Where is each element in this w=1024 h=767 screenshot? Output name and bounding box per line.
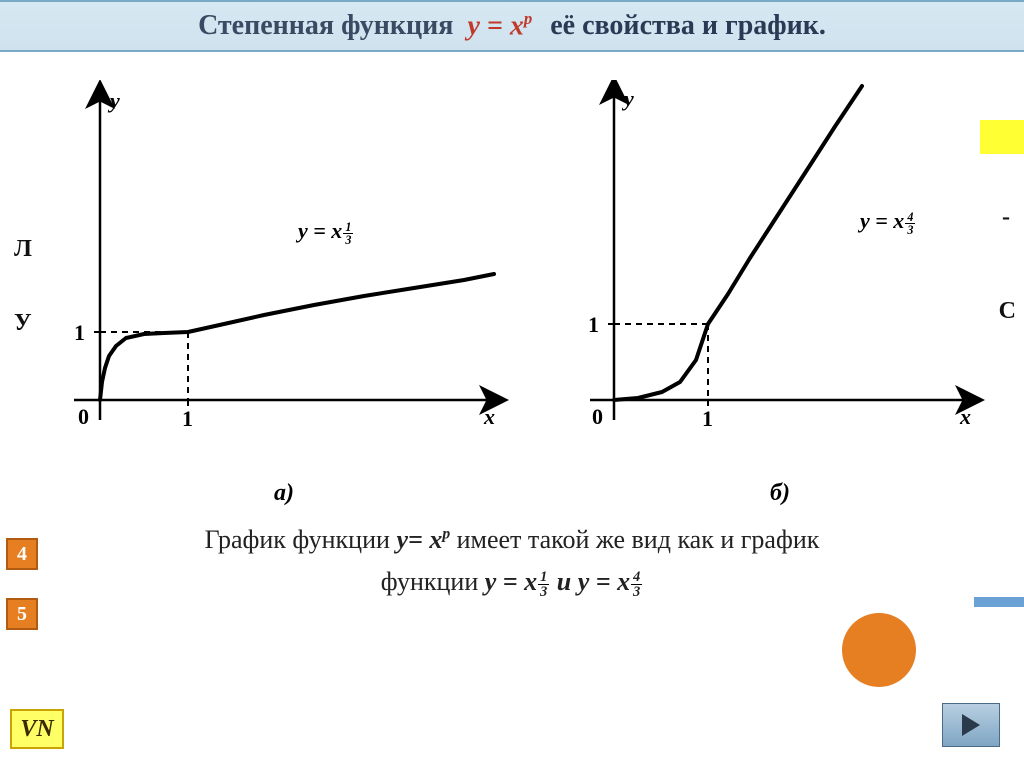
header-text-left: Степенная функция	[198, 10, 453, 42]
stray-char-L: Л	[14, 236, 32, 263]
desc-l1-mid: имеет такой же вид как и график	[457, 525, 820, 554]
nav-button-4[interactable]: 4	[6, 538, 38, 570]
chart-a-func-base: y = x	[298, 218, 342, 243]
stray-char-C: C	[999, 298, 1016, 325]
chart-a-func-label: y = x13	[298, 218, 354, 246]
desc-l1-eq: =	[408, 525, 429, 554]
header-formula-base: y = x	[467, 11, 523, 42]
charts-row: y x 0 1 1 y = x13 y x 0	[0, 52, 1024, 480]
caption-b: б)	[570, 480, 990, 507]
svg-text:y: y	[107, 88, 120, 113]
blue-strip-decor	[974, 597, 1024, 607]
description: График функции y= xp имеет такой же вид …	[0, 519, 1024, 602]
next-slide-button[interactable]	[942, 703, 1000, 747]
desc-l2-and: и	[550, 567, 577, 596]
chart-b-svg: y x 0 1 1	[570, 80, 990, 460]
caption-a: a)	[54, 480, 514, 507]
desc-l2-f2: y = x43	[578, 567, 644, 596]
svg-text:0: 0	[592, 404, 603, 429]
header-formula: y = xp	[467, 9, 532, 42]
chart-a-svg: y x 0 1 1	[54, 80, 514, 460]
header-bar: Степенная функция y = xp её свойства и г…	[0, 0, 1024, 52]
desc-l2-f1: y = x13	[485, 567, 551, 596]
chart-b-func-label: y = x43	[860, 208, 916, 236]
desc-line2: функции y = x13 и y = x43	[60, 561, 964, 603]
desc-l1-y: y	[396, 525, 408, 554]
chart-b: y x 0 1 1 y = x43	[570, 80, 990, 480]
caption-row: a) б)	[0, 480, 1024, 507]
orange-circle-decor	[842, 613, 916, 687]
yellow-strip-decor	[980, 120, 1024, 154]
header-formula-exp: p	[524, 9, 532, 28]
header-text-right: её свойства и график.	[550, 10, 826, 42]
desc-l2-prefix: функции	[381, 567, 485, 596]
svg-text:x: x	[483, 404, 495, 429]
svg-text:0: 0	[78, 404, 89, 429]
desc-l1-xp: xp	[429, 525, 450, 554]
stray-char-dash: -	[1002, 204, 1010, 231]
chart-a: y x 0 1 1 y = x13	[54, 80, 514, 480]
desc-line1: График функции y= xp имеет такой же вид …	[60, 519, 964, 561]
nav-button-5[interactable]: 5	[6, 598, 38, 630]
vn-badge: VN	[10, 709, 64, 749]
svg-text:x: x	[959, 404, 971, 429]
stray-char-U: У	[14, 310, 32, 337]
svg-text:1: 1	[74, 320, 85, 345]
svg-text:1: 1	[182, 406, 193, 431]
chart-a-func-exp: 13	[343, 221, 353, 246]
play-icon	[958, 712, 984, 738]
desc-l1-prefix: График функции	[205, 525, 397, 554]
chart-b-func-exp: 43	[905, 211, 915, 236]
svg-text:y: y	[621, 86, 634, 111]
svg-text:1: 1	[588, 312, 599, 337]
svg-text:1: 1	[702, 406, 713, 431]
chart-b-func-base: y = x	[860, 208, 904, 233]
